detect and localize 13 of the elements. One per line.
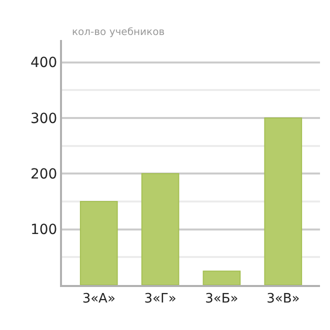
x-tick-label: 3«А» xyxy=(82,292,116,307)
bar xyxy=(141,173,180,285)
x-tick-label: 3«В» xyxy=(266,292,300,307)
bar xyxy=(202,270,241,285)
y-axis-title: кол-во учебников xyxy=(72,27,165,38)
y-tick-label: 300 xyxy=(30,110,58,127)
bar xyxy=(80,200,118,285)
x-tick-label: 3«Г» xyxy=(144,292,176,307)
y-tick-label: 200 xyxy=(30,166,58,183)
bar xyxy=(264,117,302,285)
y-tick-label: 100 xyxy=(30,222,58,238)
x-tick-label: 3«Б» xyxy=(205,292,238,307)
y-tick-label: 400 xyxy=(30,55,58,72)
